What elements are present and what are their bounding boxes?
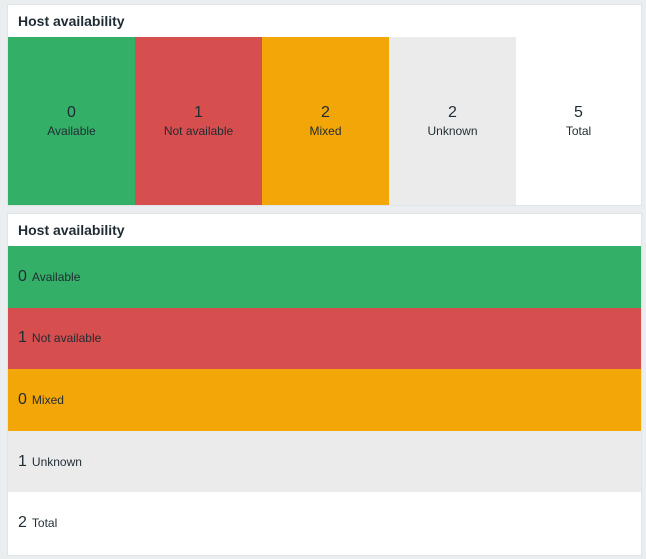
total-cell[interactable]: 5 Total	[516, 37, 641, 205]
mixed-label: Mixed	[31, 392, 64, 407]
available-count: 0	[18, 267, 27, 285]
total-label: Total	[565, 124, 592, 138]
not-available-count: 1	[18, 329, 27, 347]
host-availability-widget-horizontal: Host availability 0 Available 1 Not avai…	[7, 4, 642, 206]
total-count: 5	[574, 104, 583, 121]
unknown-row[interactable]: 1 Unknown	[8, 430, 641, 493]
available-cell[interactable]: 0 Available	[8, 37, 135, 205]
unknown-count: 2	[448, 104, 457, 121]
not-available-label: Not available	[163, 124, 234, 138]
unknown-count: 1	[18, 452, 27, 470]
total-row[interactable]: 2 Total	[8, 492, 641, 554]
mixed-row[interactable]: 0 Mixed	[8, 369, 641, 431]
total-count: 2	[18, 514, 27, 532]
unknown-cell[interactable]: 2 Unknown	[389, 37, 516, 205]
mixed-label: Mixed	[309, 124, 342, 138]
available-label: Available	[31, 269, 81, 284]
not-available-cell[interactable]: 1 Not available	[135, 37, 262, 205]
not-available-row[interactable]: 1 Not available	[8, 307, 641, 370]
total-label: Total	[31, 516, 58, 531]
available-count: 0	[67, 104, 76, 121]
host-availability-widget-vertical: Host availability 0 Available 1 Not avai…	[7, 213, 642, 556]
not-available-count: 1	[194, 104, 203, 121]
widget-title: Host availability	[18, 13, 125, 29]
not-available-label: Not available	[31, 331, 102, 346]
mixed-cell[interactable]: 2 Mixed	[262, 37, 389, 205]
availability-list: 0 Available 1 Not available 0 Mixed 1 Un…	[8, 246, 641, 554]
availability-row: 0 Available 1 Not available 2 Mixed 2 Un…	[8, 37, 641, 205]
widget-title: Host availability	[18, 222, 125, 238]
mixed-count: 0	[18, 390, 27, 408]
available-row[interactable]: 0 Available	[8, 246, 641, 308]
available-label: Available	[47, 124, 96, 138]
unknown-label: Unknown	[427, 124, 478, 138]
mixed-count: 2	[321, 104, 330, 121]
unknown-label: Unknown	[31, 454, 82, 469]
